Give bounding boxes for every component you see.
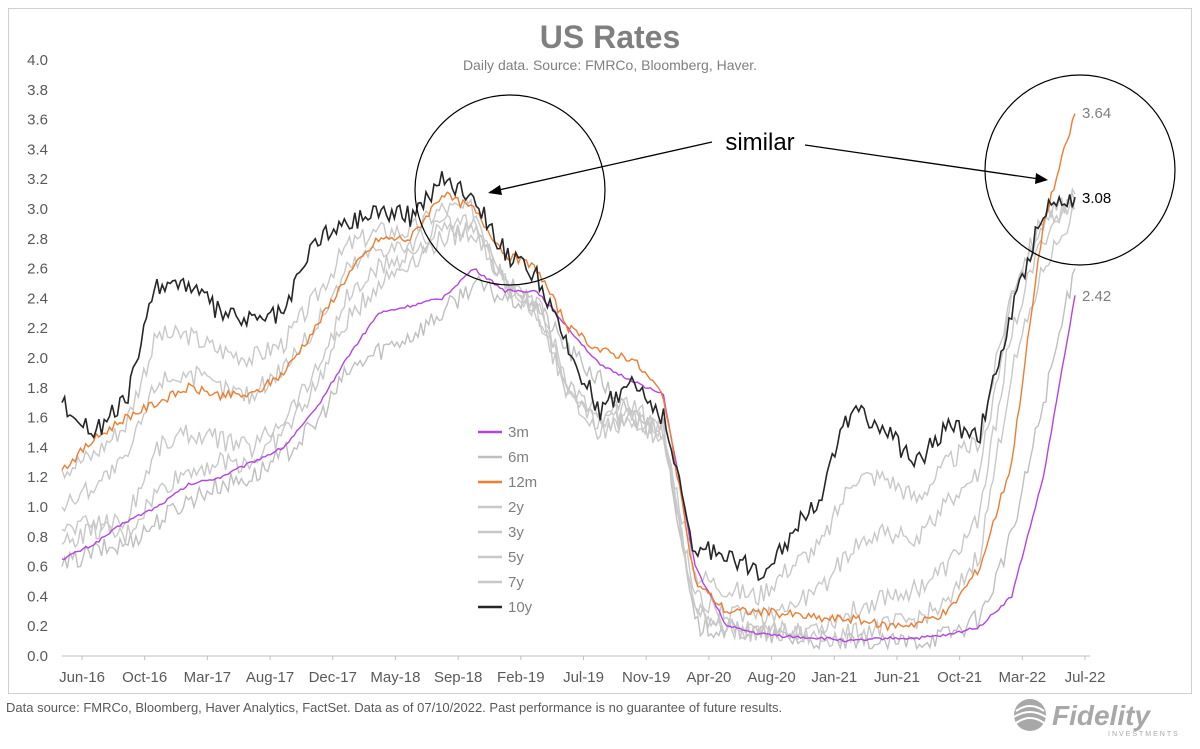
y-tick-label: 1.8 (27, 380, 48, 397)
x-tick-label: May-18 (370, 669, 420, 686)
fidelity-logo: Fidelity INVESTMENTS (1013, 699, 1180, 738)
end-label-12m: 3.64 (1082, 105, 1111, 122)
x-tick-label: Oct-21 (937, 669, 982, 686)
chart-subtitle: Daily data. Source: FMRCo, Bloomberg, Ha… (463, 57, 757, 73)
series-line-3y (61, 187, 1076, 641)
y-tick-label: 0.6 (27, 559, 48, 576)
legend-label-2y: 2y (508, 499, 524, 516)
x-tick-label: Sep-18 (434, 669, 482, 686)
chart-annotations: similar 3.64 3.08 2.42 (414, 74, 1176, 305)
x-tick-label: Feb-19 (497, 669, 545, 686)
y-tick-label: 3.6 (27, 112, 48, 129)
y-tick-label: 3.0 (27, 201, 48, 218)
logo-subtext: INVESTMENTS (1108, 731, 1180, 738)
x-tick-label: Apr-20 (686, 669, 731, 686)
y-tick-label: 2.6 (27, 261, 48, 278)
legend-label-5y: 5y (508, 549, 524, 566)
legend-label-3m: 3m (508, 424, 529, 441)
end-label-3m: 2.42 (1082, 288, 1111, 305)
series-line-6m (61, 268, 1076, 652)
chart-lines (61, 113, 1076, 652)
y-tick-label: 3.2 (27, 171, 48, 188)
series-line-2y (61, 204, 1076, 648)
legend-label-3y: 3y (508, 524, 524, 541)
x-tick-label: Aug-20 (747, 669, 795, 686)
x-tick-label: Mar-22 (999, 669, 1047, 686)
x-tick-label: Jul-22 (1065, 669, 1106, 686)
chart-frame (8, 8, 1192, 694)
y-tick-label: 0.8 (27, 529, 48, 546)
chart-legend: 3m 6m 12m 2y 3y 5y 7y 10y (478, 424, 537, 616)
series-line-7y (61, 196, 1076, 607)
legend-label-10y: 10y (508, 599, 533, 616)
y-tick-label: 3.8 (27, 82, 48, 99)
callout-arrowhead-left (488, 185, 502, 195)
y-tick-label: 0.2 (27, 618, 48, 635)
fidelity-globe-icon (1013, 699, 1047, 731)
series-line-3m (61, 268, 1076, 643)
series-line-12m (61, 113, 1076, 632)
y-tick-label: 1.4 (27, 439, 48, 456)
x-tick-label: Jun-21 (874, 669, 920, 686)
legend-label-7y: 7y (508, 574, 524, 591)
callout-circle-left (414, 94, 606, 286)
y-tick-label: 0.4 (27, 588, 48, 605)
y-tick-label: 0.0 (27, 648, 48, 665)
x-tick-label: Mar-17 (184, 669, 232, 686)
callout-circle-right (984, 74, 1176, 266)
x-tick-label: Aug-17 (246, 669, 294, 686)
us-rates-chart: US Rates Daily data. Source: FMRCo, Bloo… (27, 19, 1176, 686)
x-tick-label: Oct-16 (122, 669, 167, 686)
y-tick-label: 1.0 (27, 499, 48, 516)
x-tick-label: Jun-16 (59, 669, 105, 686)
x-tick-label: Jan-21 (811, 669, 857, 686)
legend-label-6m: 6m (508, 449, 529, 466)
x-tick-label: Dec-17 (309, 669, 357, 686)
chart-axes: 0.0 0.2 0.4 0.6 0.8 1.0 1.2 1.4 1.6 1.8 2.0 2.2 2.4 2… (27, 52, 1105, 686)
y-tick-label: 1.6 (27, 410, 48, 427)
series-line-5y (61, 191, 1076, 629)
y-tick-label: 1.2 (27, 469, 48, 486)
chart-title: US Rates (540, 19, 681, 55)
y-tick-label: 2.4 (27, 290, 48, 307)
series-line-10y (61, 171, 1076, 582)
y-tick-label: 2.2 (27, 320, 48, 337)
y-tick-label: 2.0 (27, 350, 48, 367)
footer-note: Data source: FMRCo, Bloomberg, Haver Ana… (6, 700, 783, 715)
callout-arrowhead-right (1035, 173, 1048, 184)
x-tick-label: Nov-19 (622, 669, 670, 686)
logo-text: Fidelity (1052, 700, 1151, 731)
y-tick-label: 4.0 (27, 52, 48, 69)
x-tick-label: Jul-19 (563, 669, 604, 686)
callout-arrow-right (804, 144, 1047, 181)
callout-label: similar (725, 129, 794, 156)
end-label-10y: 3.08 (1082, 190, 1111, 207)
y-tick-label: 3.4 (27, 141, 48, 158)
legend-label-12m: 12m (508, 474, 537, 491)
y-tick-label: 2.8 (27, 231, 48, 248)
callout-arrow-left (489, 141, 713, 193)
